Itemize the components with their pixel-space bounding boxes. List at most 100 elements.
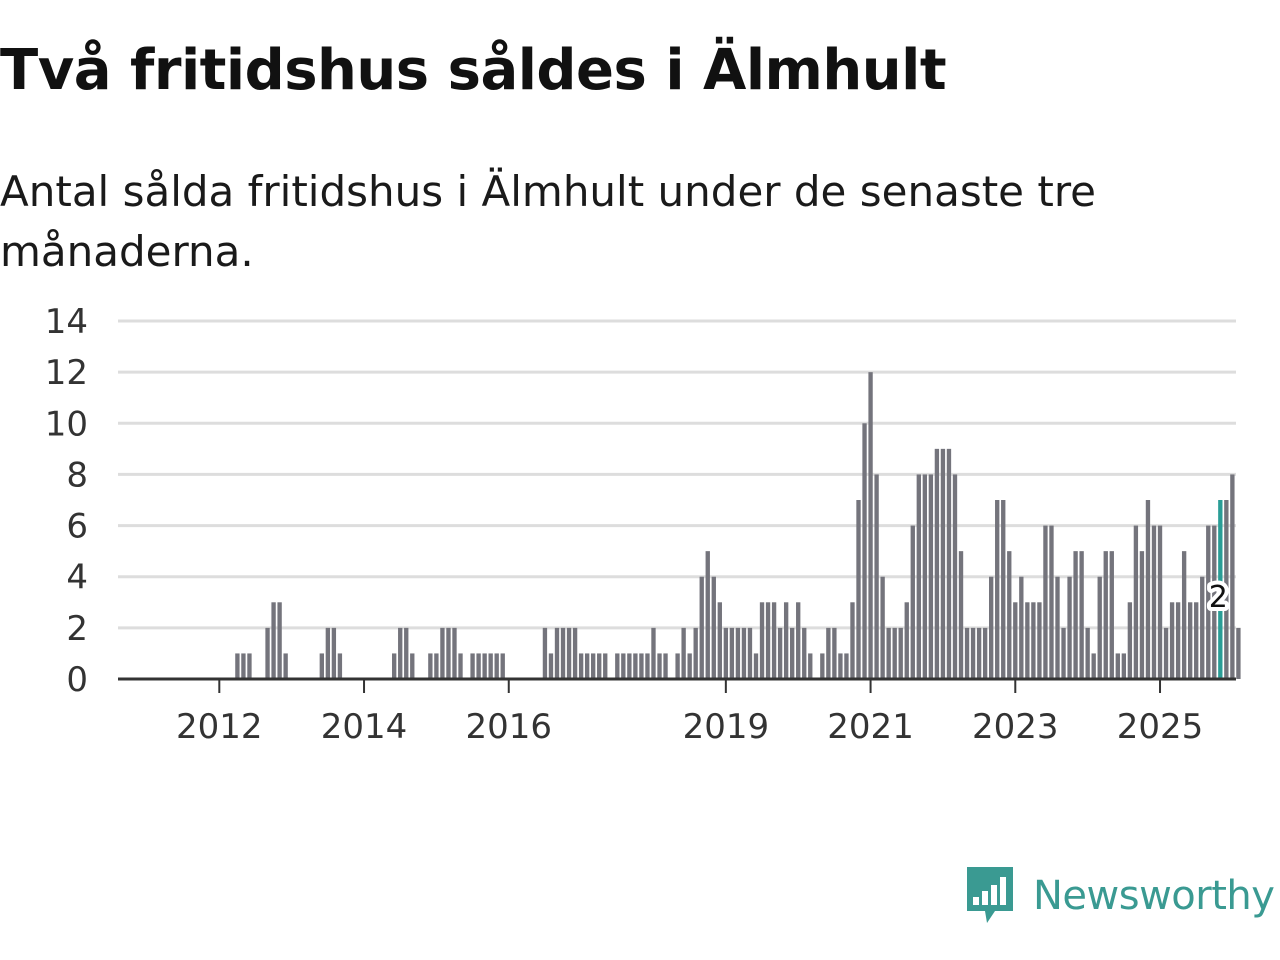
- y-tick-label: 10: [45, 404, 88, 444]
- bar: [639, 653, 644, 679]
- bar: [1055, 576, 1060, 679]
- bar: [1049, 525, 1054, 679]
- bar: [826, 627, 831, 679]
- bars: [235, 372, 1241, 679]
- bar: [392, 653, 397, 679]
- y-tick-label: 4: [66, 558, 88, 598]
- bar: [1169, 602, 1175, 679]
- bar: [717, 602, 722, 679]
- bar: [235, 653, 240, 679]
- bar: [1115, 653, 1120, 679]
- bar: [838, 653, 843, 679]
- bar: [1073, 551, 1078, 679]
- bar: [337, 653, 343, 679]
- brand-name: Newsworthy: [1033, 873, 1275, 919]
- bar: [603, 653, 608, 679]
- bar: [1019, 576, 1024, 679]
- bar: [952, 474, 958, 679]
- bar: [982, 627, 988, 679]
- bar: [645, 653, 650, 679]
- bar: [759, 602, 765, 679]
- bar: [808, 653, 813, 679]
- bar: [591, 653, 596, 679]
- bar: [1133, 525, 1139, 679]
- bar: [1061, 627, 1066, 679]
- bar: [741, 627, 747, 679]
- newsworthy-logo-icon: [967, 867, 1013, 923]
- bar: [1085, 627, 1090, 679]
- bar: [265, 627, 270, 679]
- bar: [482, 653, 487, 679]
- bar: [1224, 500, 1229, 679]
- bar: [723, 627, 729, 679]
- bar: [777, 627, 783, 679]
- bar: [1097, 576, 1102, 679]
- x-tick-label: 2023: [972, 707, 1059, 747]
- bar: [705, 551, 710, 679]
- x-tick-label: 2016: [465, 707, 552, 747]
- bar: [440, 627, 445, 679]
- bar: [241, 653, 246, 679]
- bar: [796, 602, 801, 679]
- y-tick-label: 8: [66, 455, 88, 495]
- bar: [1151, 525, 1157, 679]
- bar: [850, 602, 855, 679]
- bar: [500, 653, 505, 679]
- bar: [452, 627, 457, 679]
- x-tick-label: 2014: [321, 707, 408, 747]
- bar: [1043, 525, 1048, 679]
- bar: [283, 653, 288, 679]
- bar: [1091, 653, 1096, 679]
- y-tick-label: 0: [66, 660, 88, 700]
- bar: [1067, 576, 1072, 679]
- bar: [868, 372, 873, 679]
- bar: [681, 627, 686, 679]
- bar: [934, 448, 940, 679]
- bar: [1007, 551, 1012, 679]
- bar: [404, 627, 409, 679]
- y-tick-label: 14: [45, 302, 88, 342]
- y-tick-label: 2: [66, 609, 88, 649]
- bar: [1212, 525, 1217, 679]
- x-tick-label: 2025: [1117, 707, 1204, 747]
- x-axis: [118, 677, 1236, 693]
- bar: [325, 627, 331, 679]
- newsworthy-logo[interactable]: Newsworthy: [965, 865, 1275, 927]
- bar: [910, 525, 915, 679]
- bar: [572, 627, 578, 679]
- bar: [597, 653, 602, 679]
- bar: [271, 602, 276, 679]
- bar: [783, 602, 789, 679]
- bar: [928, 474, 934, 679]
- bar: [1200, 576, 1205, 679]
- bar: [578, 653, 584, 679]
- bar: [621, 653, 626, 679]
- bar: [802, 627, 807, 679]
- bar: [1163, 627, 1169, 679]
- bar: [1145, 500, 1151, 679]
- bar: [1001, 500, 1006, 679]
- bar: [615, 653, 620, 679]
- chart-title: Två fritidshus såldes i Älmhult: [0, 38, 947, 103]
- bar: [771, 602, 777, 679]
- bar: [856, 500, 861, 679]
- bar: [693, 627, 698, 679]
- bar: [1103, 551, 1108, 679]
- bar: [1157, 525, 1163, 679]
- bar: [946, 448, 952, 679]
- bar: [687, 653, 692, 679]
- bar: [488, 653, 493, 679]
- x-tick-label: 2012: [176, 707, 263, 747]
- x-tick-label: 2019: [683, 707, 770, 747]
- bar: [331, 627, 337, 679]
- labels: 0 2 4 6 8 10 12 14 2012 2014 2016 2019 2021 2023 2025 2: [45, 302, 1232, 747]
- bar: [1230, 474, 1235, 679]
- y-tick-label: 12: [45, 353, 88, 393]
- bar: [874, 474, 879, 679]
- bar: [735, 627, 741, 679]
- bar: [729, 627, 735, 679]
- bar: [880, 576, 885, 679]
- bar: [995, 500, 1000, 679]
- bar: [976, 627, 982, 679]
- bar: [1013, 602, 1018, 679]
